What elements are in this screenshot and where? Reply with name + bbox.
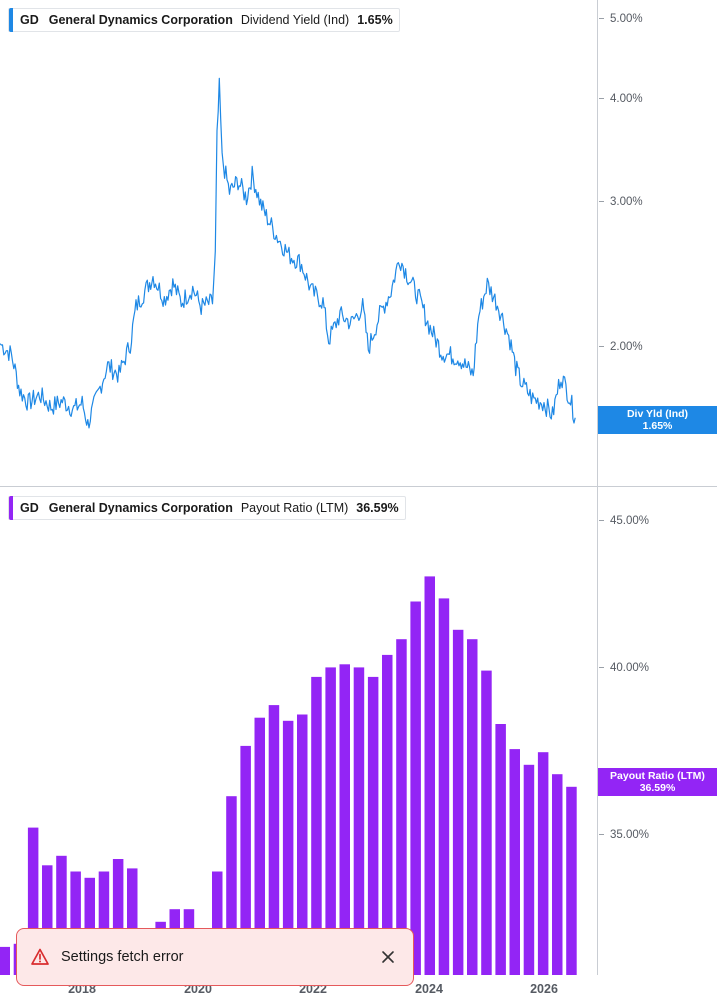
payout-ratio-bar bbox=[339, 664, 350, 975]
payout-ratio-bar bbox=[240, 745, 251, 975]
payout-ratio-bar bbox=[70, 871, 81, 975]
top-legend-company: General Dynamics Corporation bbox=[48, 13, 233, 27]
bottom-legend-ticker: GD bbox=[20, 501, 39, 515]
payout-ratio-bar bbox=[297, 714, 308, 975]
bottom-y-tick-35: 35.00% bbox=[599, 829, 709, 841]
top-legend-color bbox=[9, 8, 13, 32]
pane-separator bbox=[0, 486, 717, 487]
payout-ratio-bar bbox=[481, 670, 492, 975]
payout-ratio-bar bbox=[112, 859, 124, 975]
payout-ratio-bar bbox=[254, 717, 265, 975]
payout-ratio-bar bbox=[353, 667, 365, 975]
warning-icon bbox=[31, 948, 49, 965]
payout-ratio-bar bbox=[127, 868, 138, 975]
top-legend-value: 1.65% bbox=[357, 13, 393, 27]
x-tick-2026: 2026 bbox=[530, 982, 558, 996]
dividend-yield-tag-value: 1.65% bbox=[642, 420, 673, 432]
bottom-legend-metric: Payout Ratio (LTM) bbox=[240, 501, 349, 515]
payout-ratio-bar bbox=[509, 749, 520, 975]
dividend-yield-chart bbox=[0, 77, 576, 429]
bottom-y-tick-40: 40.00% bbox=[599, 662, 709, 674]
toast-message: Settings fetch error bbox=[61, 949, 184, 965]
dividend-yield-line bbox=[0, 77, 576, 429]
top-y-tick-4: 4.00% bbox=[599, 93, 709, 105]
bottom-y-tick-45: 45.00% bbox=[599, 515, 709, 527]
payout-ratio-bar bbox=[42, 865, 53, 975]
close-icon[interactable] bbox=[381, 950, 395, 964]
payout-ratio-bar bbox=[84, 877, 95, 975]
top-legend-metric: Dividend Yield (Ind) bbox=[240, 13, 350, 27]
payout-ratio-bar bbox=[212, 871, 223, 975]
payout-ratio-bar bbox=[452, 629, 464, 975]
payout-ratio-bar bbox=[0, 946, 10, 975]
payout-ratio-tag-value: 36.59% bbox=[639, 782, 676, 794]
payout-ratio-bar bbox=[438, 598, 450, 975]
payout-ratio-bar bbox=[523, 764, 535, 975]
top-legend-ticker: GD bbox=[20, 13, 39, 27]
top-y-tick-3: 3.00% bbox=[599, 196, 709, 208]
top-y-tick-2: 2.00% bbox=[599, 341, 709, 353]
x-tick-2024: 2024 bbox=[415, 982, 443, 996]
payout-ratio-bar bbox=[552, 774, 563, 975]
payout-ratio-bar bbox=[325, 667, 336, 975]
payout-ratio-bar bbox=[282, 720, 294, 975]
chart-frame bbox=[597, 0, 598, 975]
bottom-legend-company: General Dynamics Corporation bbox=[48, 501, 233, 515]
bottom-legend-value: 36.59% bbox=[356, 501, 399, 515]
top-y-tick-5: 5.00% bbox=[599, 13, 709, 25]
payout-ratio-bar bbox=[367, 676, 379, 975]
payout-ratio-chart bbox=[0, 576, 577, 975]
payout-ratio-bar bbox=[396, 639, 407, 975]
payout-ratio-bar bbox=[311, 676, 322, 975]
payout-ratio-bar bbox=[56, 855, 67, 975]
payout-ratio-bar bbox=[566, 786, 577, 975]
payout-ratio-bar bbox=[410, 601, 421, 975]
payout-ratio-bar bbox=[98, 871, 110, 975]
top-legend[interactable]: GD General Dynamics Corporation Dividend… bbox=[8, 8, 400, 32]
error-toast: Settings fetch error bbox=[16, 928, 414, 986]
payout-ratio-bar bbox=[537, 752, 549, 975]
payout-ratio-bar bbox=[27, 827, 39, 975]
payout-ratio-value-tag: Payout Ratio (LTM) 36.59% bbox=[598, 768, 717, 796]
payout-ratio-bar bbox=[382, 654, 393, 975]
payout-ratio-bar bbox=[268, 705, 280, 975]
payout-ratio-bar bbox=[467, 639, 478, 975]
payout-ratio-bar bbox=[495, 724, 506, 975]
dividend-yield-value-tag: Div Yld (Ind) 1.65% bbox=[598, 406, 717, 434]
bottom-legend[interactable]: GD General Dynamics Corporation Payout R… bbox=[8, 496, 406, 520]
payout-ratio-bar bbox=[226, 796, 237, 975]
payout-ratio-tag-label: Payout Ratio (LTM) bbox=[610, 770, 705, 782]
bottom-legend-color bbox=[9, 496, 13, 520]
payout-ratio-bar bbox=[424, 576, 435, 975]
dividend-yield-tag-label: Div Yld (Ind) bbox=[626, 408, 689, 420]
